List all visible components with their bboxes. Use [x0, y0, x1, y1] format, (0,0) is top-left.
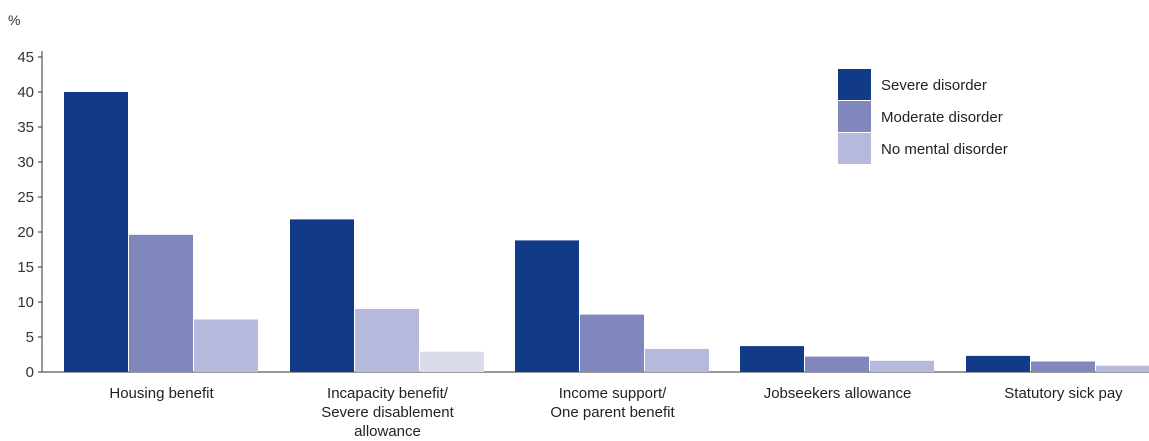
x-axis-labels: Housing benefit Incapacity benefit/Severe…	[109, 385, 1123, 440]
bar	[194, 319, 258, 372]
legend-label: Severe disorder	[881, 77, 987, 94]
x-category-label: Jobseekers allowance	[764, 385, 912, 402]
x-category-label: Income support/One parent benefit	[550, 385, 675, 421]
y-tick-label: 30	[17, 154, 34, 171]
y-axis-unit-label: %	[8, 12, 20, 28]
bars-group	[64, 92, 1149, 372]
bar	[355, 309, 419, 372]
bar	[420, 351, 484, 372]
bar	[129, 234, 193, 372]
bar	[1096, 365, 1149, 372]
x-category-label: Housing benefit	[109, 385, 214, 402]
bar	[580, 314, 644, 372]
legend-swatch	[838, 133, 871, 164]
bar	[515, 240, 579, 372]
bar	[740, 346, 804, 372]
y-tick-label: 45	[17, 49, 34, 66]
legend: Severe disorder Moderate disorder No menta…	[838, 69, 1008, 164]
y-tick-label: 25	[17, 189, 34, 206]
legend-label: Moderate disorder	[881, 109, 1003, 126]
y-tick-label: 40	[17, 84, 34, 101]
bar	[805, 356, 869, 372]
bar	[1031, 361, 1095, 372]
bar	[966, 355, 1030, 372]
y-tick-label: 10	[17, 294, 34, 311]
y-tick-label: 15	[17, 259, 34, 276]
legend-swatch	[838, 101, 871, 132]
bar	[64, 92, 128, 372]
bar	[290, 219, 354, 372]
y-tick-label: 5	[26, 329, 34, 346]
legend-label: No mental disorder	[881, 141, 1008, 158]
x-category-label: Statutory sick pay	[1004, 385, 1123, 402]
bar	[645, 348, 709, 372]
y-tick-label: 20	[17, 224, 34, 241]
legend-swatch	[838, 69, 871, 100]
bar	[870, 360, 934, 372]
x-category-label: Incapacity benefit/Severe disablement all…	[321, 385, 454, 440]
y-tick-label: 0	[26, 364, 34, 381]
y-tick-label: 35	[17, 119, 34, 136]
